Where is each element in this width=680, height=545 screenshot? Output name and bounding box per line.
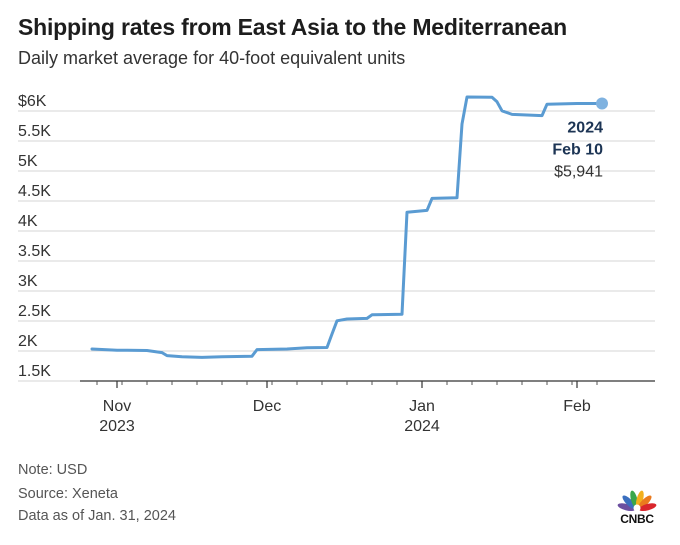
footer-note: Note: USD — [18, 462, 88, 478]
x-tick-sublabel: 2023 — [99, 418, 135, 435]
y-tick-label: 2.5K — [18, 303, 51, 320]
annotation-value: $5,941 — [554, 164, 603, 181]
x-axis-ticks: Nov 2023 Dec Jan 2024 Feb — [96, 381, 598, 435]
y-tick-label: 5K — [18, 153, 38, 170]
footer-source: Source: Xeneta — [18, 486, 118, 502]
y-tick-label: 2K — [18, 333, 38, 350]
footer-data-date: Data as of Jan. 31, 2024 — [18, 508, 176, 524]
series-line — [90, 95, 604, 359]
annotation-date: Feb 10 — [552, 142, 603, 159]
y-tick-label: $6K — [18, 93, 47, 110]
cnbc-logo: CNBC — [612, 488, 662, 528]
x-tick-label: Jan — [409, 398, 435, 415]
y-tick-label: 4.5K — [18, 183, 51, 200]
y-tick-label: 3K — [18, 273, 38, 290]
chart-subtitle: Daily market average for 40-foot equival… — [18, 48, 406, 68]
y-tick-label: 4K — [18, 213, 38, 230]
chart-title: Shipping rates from East Asia to the Med… — [18, 14, 567, 40]
y-tick-label: 5.5K — [18, 123, 51, 140]
y-tick-label: 3.5K — [18, 243, 51, 260]
x-tick-label: Feb — [563, 398, 591, 415]
y-tick-label: 1.5K — [18, 363, 51, 380]
peacock-icon — [617, 490, 657, 512]
annotation-year: 2024 — [567, 120, 603, 137]
x-tick-label: Dec — [253, 398, 281, 415]
y-axis-tick-labels: $6K 5.5K 5K 4.5K 4K 3.5K 3K 2.5K 2K 1.5K — [18, 93, 51, 380]
x-tick-sublabel: 2024 — [404, 418, 440, 435]
x-tick-label: Nov — [103, 398, 131, 415]
end-point-marker[interactable] — [596, 97, 608, 110]
logo-text: CNBC — [620, 512, 654, 526]
